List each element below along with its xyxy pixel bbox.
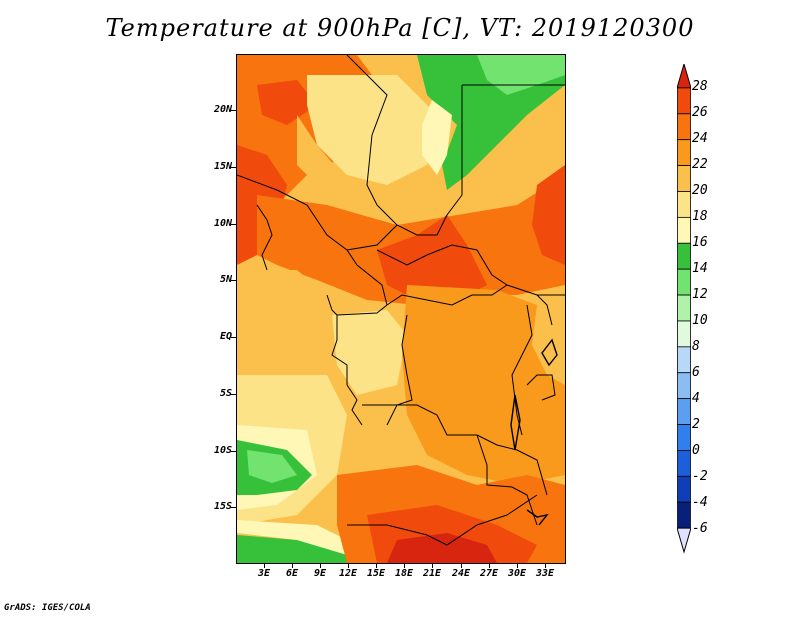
colorbar-swatch [677, 216, 691, 244]
lon-tick-label: 30E [507, 568, 527, 579]
temp-region-20-22-gulf [237, 270, 327, 375]
temp-region-20-22-sahara [297, 115, 447, 215]
colorbar-swatch [677, 165, 691, 192]
temp-region-over-28-south [387, 533, 497, 563]
colorbar-level-label: 10 [692, 313, 708, 328]
colorbar-swatch [677, 139, 691, 166]
temp-region-16-18-northeast [422, 100, 452, 175]
colorbar-level-label: -4 [692, 495, 708, 510]
temp-region-26-28-sahel [377, 215, 487, 300]
lon-tick-label: 33E [535, 568, 555, 579]
colorbar-level-label: -6 [692, 521, 708, 536]
temp-region-18-20-sahara [307, 75, 437, 185]
colorbar-level-label: 4 [692, 391, 700, 406]
lon-tick-label: 12E [338, 568, 358, 579]
colorbar-level-label: 24 [692, 131, 708, 146]
colorbar-swatch [677, 294, 691, 322]
lon-tick-mark [432, 563, 433, 568]
colorbar-level-label: 26 [692, 105, 708, 120]
colorbar-swatch [677, 424, 691, 451]
lon-tick-mark [461, 563, 462, 568]
lon-tick-mark [376, 563, 377, 568]
temp-region-18-20-congo [332, 310, 407, 395]
colorbar-level-label: 12 [692, 287, 708, 302]
colorbar-swatch [677, 475, 691, 503]
lon-tick-label: 18E [394, 568, 414, 579]
lat-tick-mark [231, 280, 236, 281]
lon-tick-label: 24E [451, 568, 471, 579]
colorbar-swatch [677, 450, 691, 477]
colorbar [677, 64, 691, 554]
lat-tick-mark [231, 337, 236, 338]
lat-tick-mark [231, 451, 236, 452]
temp-region-26-28-northwest-2 [257, 80, 317, 125]
lon-tick-label: 15E [366, 568, 386, 579]
lat-tick-label: EQ [219, 331, 232, 342]
chart-title: Temperature at 900hPa [C], VT: 201912030… [105, 14, 695, 42]
colorbar-level-label: 0 [692, 443, 700, 458]
colorbar-level-label: 14 [692, 261, 708, 276]
colorbar-swatch [677, 346, 691, 374]
colorbar-level-label: 6 [692, 365, 700, 380]
temp-region-22-24-central [402, 285, 565, 485]
colorbar-swatch [677, 268, 691, 296]
colorbar-level-label: 8 [692, 339, 700, 354]
lat-tick-label: 5S [219, 388, 232, 399]
lat-tick-label: 10S [213, 445, 232, 456]
colorbar-level-label: 2 [692, 417, 700, 432]
country-borders [237, 55, 565, 546]
lat-tick-label: 5N [219, 274, 232, 285]
lat-tick-label: 15S [213, 501, 232, 512]
lat-tick-mark [231, 507, 236, 508]
colorbar-level-label: 22 [692, 157, 708, 172]
lat-tick-mark [231, 167, 236, 168]
temperature-map [236, 54, 566, 564]
lon-tick-label: 3E [257, 568, 271, 579]
colorbar-swatch [677, 398, 691, 425]
colorbar-level-label: 16 [692, 235, 708, 250]
lon-tick-label: 21E [422, 568, 442, 579]
lon-tick-mark [264, 563, 265, 568]
lon-tick-mark [545, 563, 546, 568]
colorbar-swatch [677, 87, 691, 115]
lon-tick-mark [348, 563, 349, 568]
temp-region-16-18-southwest [237, 520, 357, 555]
colorbar-swatch [677, 372, 691, 400]
colorbar-over-triangle [677, 64, 691, 89]
temp-region-12-14-atlantic [247, 450, 297, 483]
lon-tick-mark [517, 563, 518, 568]
grads-credit: GrADS: IGES/COLA [4, 603, 91, 613]
temp-region-14-16-northeast [417, 55, 565, 190]
colorbar-level-label: 18 [692, 209, 708, 224]
temperature-field [237, 55, 565, 563]
colorbar-swatch [677, 113, 691, 141]
lon-tick-label: 6E [285, 568, 299, 579]
colorbar-swatch [677, 242, 691, 270]
colorbar-swatch [677, 501, 691, 529]
lat-tick-label: 20N [213, 104, 232, 115]
lat-tick-mark [231, 224, 236, 225]
lat-tick-mark [231, 394, 236, 395]
lon-tick-label: 9E [313, 568, 327, 579]
colorbar-swatch [677, 320, 691, 348]
lat-tick-label: 10N [213, 218, 232, 229]
colorbar-level-label: -2 [692, 469, 708, 484]
colorbar-under-triangle [677, 527, 691, 554]
lon-tick-mark [320, 563, 321, 568]
lon-tick-mark [292, 563, 293, 568]
colorbar-level-label: 28 [692, 79, 708, 94]
lon-tick-mark [404, 563, 405, 568]
lon-tick-label: 27E [479, 568, 499, 579]
lake-outlines [510, 338, 558, 526]
temp-region-20-22-east [532, 295, 565, 385]
lat-tick-label: 15N [213, 161, 232, 172]
lat-tick-mark [231, 110, 236, 111]
temp-region-14-16-southwest [237, 535, 357, 563]
colorbar-swatch [677, 191, 691, 218]
colorbar-level-label: 20 [692, 183, 708, 198]
temp-region-26-28-east [532, 165, 565, 265]
lon-tick-mark [489, 563, 490, 568]
